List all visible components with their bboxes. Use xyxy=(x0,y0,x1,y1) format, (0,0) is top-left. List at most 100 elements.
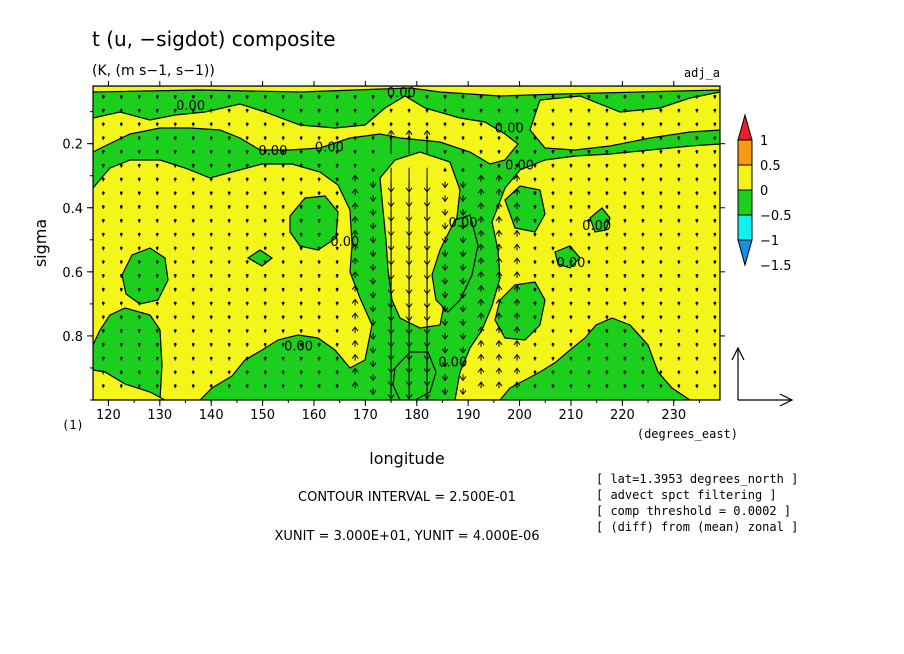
vector-head xyxy=(101,274,105,277)
vector-head xyxy=(477,284,485,291)
vector-head xyxy=(551,108,555,112)
vector-head xyxy=(623,356,627,360)
vector-head xyxy=(263,218,267,222)
vector-head xyxy=(569,122,573,126)
vector-head xyxy=(641,384,645,388)
contour-label: 0.00 xyxy=(438,355,467,370)
vector-head xyxy=(533,136,537,140)
vector-head xyxy=(155,94,159,98)
vector-head xyxy=(713,342,717,346)
vector-head xyxy=(515,94,519,98)
vector-head xyxy=(137,218,141,222)
vector-head xyxy=(137,274,141,277)
vector-head xyxy=(335,136,339,140)
vector-head xyxy=(623,191,627,195)
vector-head xyxy=(605,384,609,388)
vector-head xyxy=(641,94,645,98)
vector-head xyxy=(369,307,377,313)
vector-head xyxy=(513,229,521,235)
vector-head xyxy=(281,260,285,264)
vector-head xyxy=(119,329,123,332)
vector-head xyxy=(533,122,537,126)
vector-head xyxy=(695,136,699,140)
vector-head xyxy=(533,150,537,153)
vector-head xyxy=(191,356,195,360)
vector-head xyxy=(191,260,195,264)
vector-head xyxy=(533,177,537,181)
vector-head xyxy=(209,177,213,181)
vector-head xyxy=(317,384,321,388)
vector-head xyxy=(173,205,177,208)
vector-head xyxy=(119,246,123,250)
vector-head xyxy=(299,260,303,264)
vector-head xyxy=(317,94,321,98)
vector-head xyxy=(513,243,521,249)
vector-head xyxy=(137,260,141,264)
vector-head xyxy=(641,301,645,305)
vector-head xyxy=(227,205,231,208)
vector-head xyxy=(119,315,123,319)
vector-head xyxy=(495,188,503,194)
vector-head xyxy=(641,342,645,346)
vector-head xyxy=(641,287,645,291)
vector-head xyxy=(623,370,627,374)
vector-head xyxy=(101,150,105,153)
vector-head xyxy=(299,370,303,374)
vector-head xyxy=(605,205,609,208)
vector-head xyxy=(659,136,663,140)
vector-head xyxy=(119,384,123,388)
vector-head xyxy=(281,108,285,112)
vector-head xyxy=(388,408,394,412)
vector-head xyxy=(227,177,231,181)
vector-head xyxy=(461,150,465,153)
vector-head xyxy=(299,94,303,98)
vector-head xyxy=(281,274,285,277)
vector-head xyxy=(191,191,195,195)
vector-head xyxy=(713,205,717,208)
vector-head xyxy=(173,177,177,181)
vector-head xyxy=(263,274,267,277)
vector-head xyxy=(641,177,645,181)
vector-head xyxy=(245,177,249,181)
vector-head xyxy=(441,279,449,285)
vector-head xyxy=(263,287,267,291)
vector-head xyxy=(407,94,411,98)
vector-head xyxy=(227,287,231,291)
vector-head xyxy=(497,108,501,112)
vector-head xyxy=(173,356,177,360)
vector-head xyxy=(353,94,357,98)
vector-head xyxy=(695,370,699,374)
vector-head xyxy=(587,246,591,250)
vector-head xyxy=(459,252,467,258)
vector-head xyxy=(101,108,105,112)
vector-head xyxy=(495,215,503,222)
vector-head xyxy=(263,370,267,374)
vector-head xyxy=(713,163,717,167)
vector-head xyxy=(317,246,321,250)
vector-head xyxy=(299,274,303,277)
vector-head xyxy=(335,163,339,167)
vector-head xyxy=(641,246,645,250)
vector-head xyxy=(119,356,123,360)
vector-head xyxy=(281,122,285,126)
vector-head xyxy=(479,150,483,153)
vector-head xyxy=(641,163,645,167)
vector-head xyxy=(623,274,627,277)
vector-head xyxy=(227,232,231,236)
vector-head xyxy=(441,376,449,382)
region-bottom-left xyxy=(93,369,166,400)
vector-head xyxy=(335,260,339,264)
vector-head xyxy=(209,342,213,346)
vector-head xyxy=(461,168,465,172)
vector-head xyxy=(459,307,467,313)
vector-head xyxy=(479,122,483,126)
vector-head xyxy=(155,191,159,195)
vector-head xyxy=(245,163,249,167)
vector-head xyxy=(533,315,537,319)
vector-head xyxy=(191,274,195,277)
vector-head xyxy=(695,108,699,112)
vector-head xyxy=(155,370,159,374)
x-tick-label: 160 xyxy=(302,408,327,423)
vector-head xyxy=(713,274,717,277)
vector-head xyxy=(335,122,339,126)
